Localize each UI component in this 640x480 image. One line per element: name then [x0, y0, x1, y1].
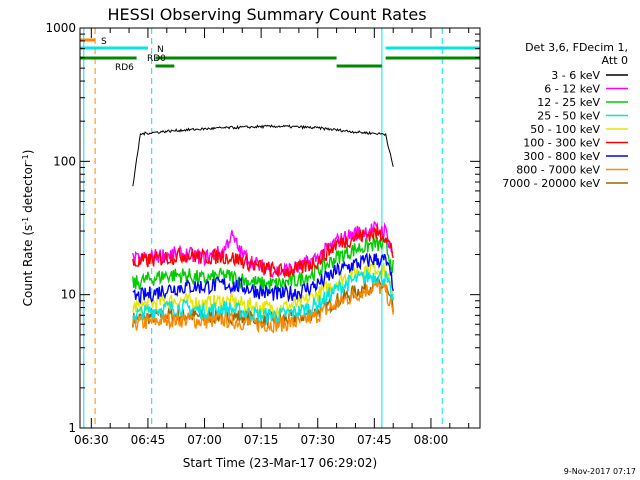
- footer-timestamp: 9-Nov-2017 07:17: [564, 467, 636, 476]
- x-tick-label-2: 07:00: [187, 433, 222, 447]
- x-tick-label-4: 07:30: [300, 433, 335, 447]
- legend-label-8: 7000 - 20000 keV: [502, 177, 600, 190]
- legend-label-3: 25 - 50 keV: [537, 110, 600, 123]
- series-line-3: [132, 268, 394, 325]
- legend-label-7: 800 - 7000 keV: [516, 164, 600, 177]
- series-line-6: [132, 251, 394, 305]
- state-bar-label-n: N: [157, 45, 164, 55]
- state-bar-label-s: S: [101, 37, 107, 47]
- x-tick-label-0: 06:30: [74, 433, 109, 447]
- x-tick-label-3: 07:15: [244, 433, 279, 447]
- x-tick-label-6: 08:00: [414, 433, 449, 447]
- y-tick-label-1: 10: [61, 288, 76, 302]
- legend-header-line-2: Att 0: [602, 54, 628, 67]
- series-line-5: [132, 225, 394, 279]
- x-tick-label-1: 06:45: [131, 433, 166, 447]
- series-line-4: [132, 260, 394, 319]
- legend-label-0: 3 - 6 keV: [551, 69, 600, 82]
- state-bar-label-rd0: RD0: [147, 54, 166, 64]
- x-axis-label: Start Time (23-Mar-17 06:29:02): [183, 456, 377, 470]
- chart-title: HESSI Observing Summary Count Rates: [107, 5, 426, 24]
- y-axis-label: Count Rate (s-1 detector-1): [21, 150, 36, 307]
- legend-label-1: 6 - 12 keV: [544, 83, 600, 96]
- y-tick-label-3: 1000: [45, 21, 76, 35]
- series-line-7: [132, 279, 394, 334]
- state-bar-label-rd6: RD6: [115, 63, 134, 73]
- legend-label-2: 12 - 25 keV: [537, 96, 600, 109]
- y-tick-label-2: 100: [53, 154, 76, 168]
- legend-label-6: 300 - 800 keV: [523, 150, 600, 163]
- legend-label-4: 50 - 100 keV: [530, 123, 600, 136]
- series-line-0: [132, 124, 394, 187]
- x-tick-label-5: 07:45: [357, 433, 392, 447]
- legend-header-line-1: Det 3,6, FDecim 1,: [525, 41, 628, 54]
- y-tick-label-0: 1: [68, 421, 76, 435]
- legend-label-5: 100 - 300 keV: [523, 137, 600, 150]
